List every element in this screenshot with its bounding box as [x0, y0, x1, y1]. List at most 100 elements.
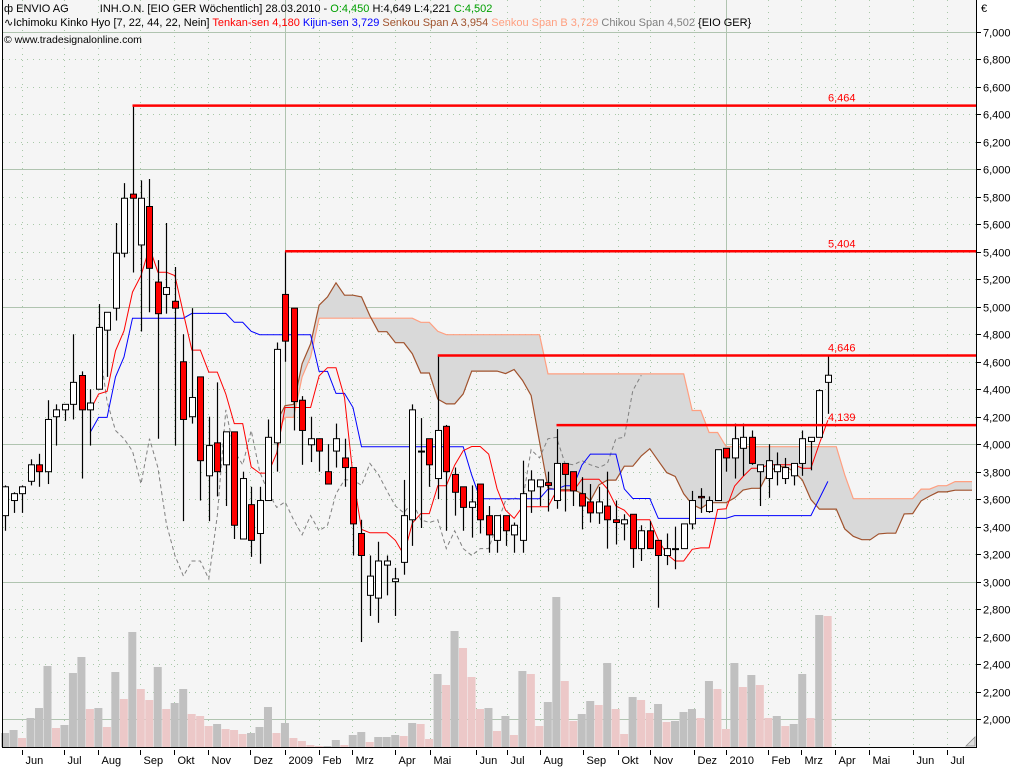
candle-body: [113, 252, 120, 309]
volume-bar: [798, 674, 807, 747]
candle-body: [452, 473, 459, 493]
resistance-label: 5,404: [828, 238, 856, 250]
volume-bar: [102, 727, 111, 747]
senkou-span-a-line: [276, 281, 972, 541]
x-tick-label: Sep: [144, 755, 164, 767]
volume-bar: [679, 712, 688, 747]
candle-body: [409, 409, 416, 521]
candle-body: [265, 436, 272, 502]
volume-bar: [535, 726, 544, 747]
x-tick-label: Jun: [26, 755, 44, 767]
candle-body: [325, 471, 332, 485]
x-tick-label: Aug: [544, 755, 564, 767]
volume-bar: [450, 631, 459, 747]
x-tick-label: Okt: [622, 755, 639, 767]
plot-background: [2, 0, 976, 747]
span-a-legend: Senkou Span A 3,954: [382, 17, 489, 29]
copyright-url: www.tradesignalonline.com: [14, 34, 142, 46]
candle-body: [706, 500, 713, 513]
volume-bar: [459, 648, 468, 747]
candle-body: [537, 479, 544, 488]
x-tick-label: Jul: [68, 755, 82, 767]
resistance-label: 4,139: [828, 412, 856, 424]
volume-bar: [594, 705, 603, 747]
header-line-2[interactable]: ∿Ichimoku Kinko Hyo [7, 22, 44, 22, Nein…: [4, 17, 751, 30]
candle-body: [367, 575, 374, 596]
volume-bar: [501, 716, 510, 747]
candle-body: [53, 409, 60, 418]
y-tick-label: 4,000: [983, 440, 1011, 452]
volume-bar: [442, 685, 451, 747]
volume-bar: [272, 733, 281, 747]
volume-bar: [179, 689, 188, 747]
volume-bar: [399, 736, 408, 747]
volume-bar: [297, 741, 306, 747]
x-tick-label: Apr: [839, 755, 856, 767]
candle-body: [816, 390, 823, 438]
volume-bar: [492, 731, 501, 747]
candle-body: [333, 438, 340, 452]
candle-body: [689, 500, 696, 525]
high-low-value: H:4,649 L:4,221: [372, 3, 451, 15]
candle-body: [647, 530, 654, 550]
volume-bar: [738, 687, 747, 747]
candle-body: [257, 500, 264, 535]
candlestick-icon: ф: [4, 3, 14, 15]
volume-bar: [467, 677, 476, 747]
span-b-legend: Senkou Span B 3,729: [491, 17, 599, 29]
volume-bar: [365, 742, 374, 747]
candle-body: [681, 523, 688, 550]
candle-body: [87, 402, 94, 411]
candle-body: [2, 486, 9, 517]
volume-bar: [306, 745, 315, 747]
candle-body: [104, 311, 111, 331]
candle-body: [799, 438, 806, 464]
candles: [2, 105, 832, 643]
volume-bar: [772, 716, 781, 747]
resize-grip-icon[interactable]: [965, 736, 976, 747]
candle-body: [486, 515, 493, 536]
volume-bar: [145, 700, 154, 747]
volume-bar: [247, 733, 256, 747]
volume-bar: [280, 723, 289, 747]
y-tick-label: 6,000: [983, 165, 1011, 177]
candle-body: [11, 493, 18, 502]
volume-bar: [611, 709, 620, 747]
candle-body: [469, 501, 476, 508]
candle-body: [774, 464, 781, 473]
volume-bar: [77, 657, 86, 747]
candle-body: [28, 464, 35, 482]
volume-bar: [552, 597, 561, 747]
candle-body: [672, 548, 679, 551]
volume-bar: [357, 732, 366, 747]
y-tick-label: 3,600: [983, 495, 1011, 507]
volume-bar: [340, 745, 349, 747]
header-line-1: ф ENVIO AG INH.O.N. [EIO GER Wöchentlich…: [4, 3, 492, 16]
y-tick-label: 5,400: [983, 248, 1011, 260]
candle-body: [316, 438, 323, 452]
volume-bar: [331, 740, 340, 747]
kijun-legend: Kijun-sen 3,729: [302, 17, 380, 29]
volume-bar: [433, 674, 442, 747]
kijun-sen-line: [89, 312, 829, 519]
candle-body: [291, 307, 298, 403]
candle-body: [70, 381, 77, 405]
x-tick-label: Dez: [698, 755, 718, 767]
y-tick-label: 2,200: [983, 688, 1011, 700]
y-tick-label: 2,000: [983, 715, 1011, 727]
volume-bar: [671, 721, 680, 747]
candle-body: [138, 197, 145, 246]
resistance-lines: 6,464 5,404 4,646 4,139: [132, 93, 976, 427]
x-tick-label: Nov: [654, 755, 674, 767]
volume-bar: [764, 718, 773, 747]
indicator-lines: [89, 245, 972, 581]
candle-body: [45, 418, 52, 473]
y-tick-label: 2,400: [983, 660, 1011, 672]
volume-bars: [1, 597, 832, 747]
y-tick-label: 7,000: [983, 28, 1011, 40]
candle-body: [274, 348, 281, 444]
candle-body: [96, 326, 103, 390]
candle-body: [375, 560, 382, 599]
volume-bar: [654, 704, 663, 747]
